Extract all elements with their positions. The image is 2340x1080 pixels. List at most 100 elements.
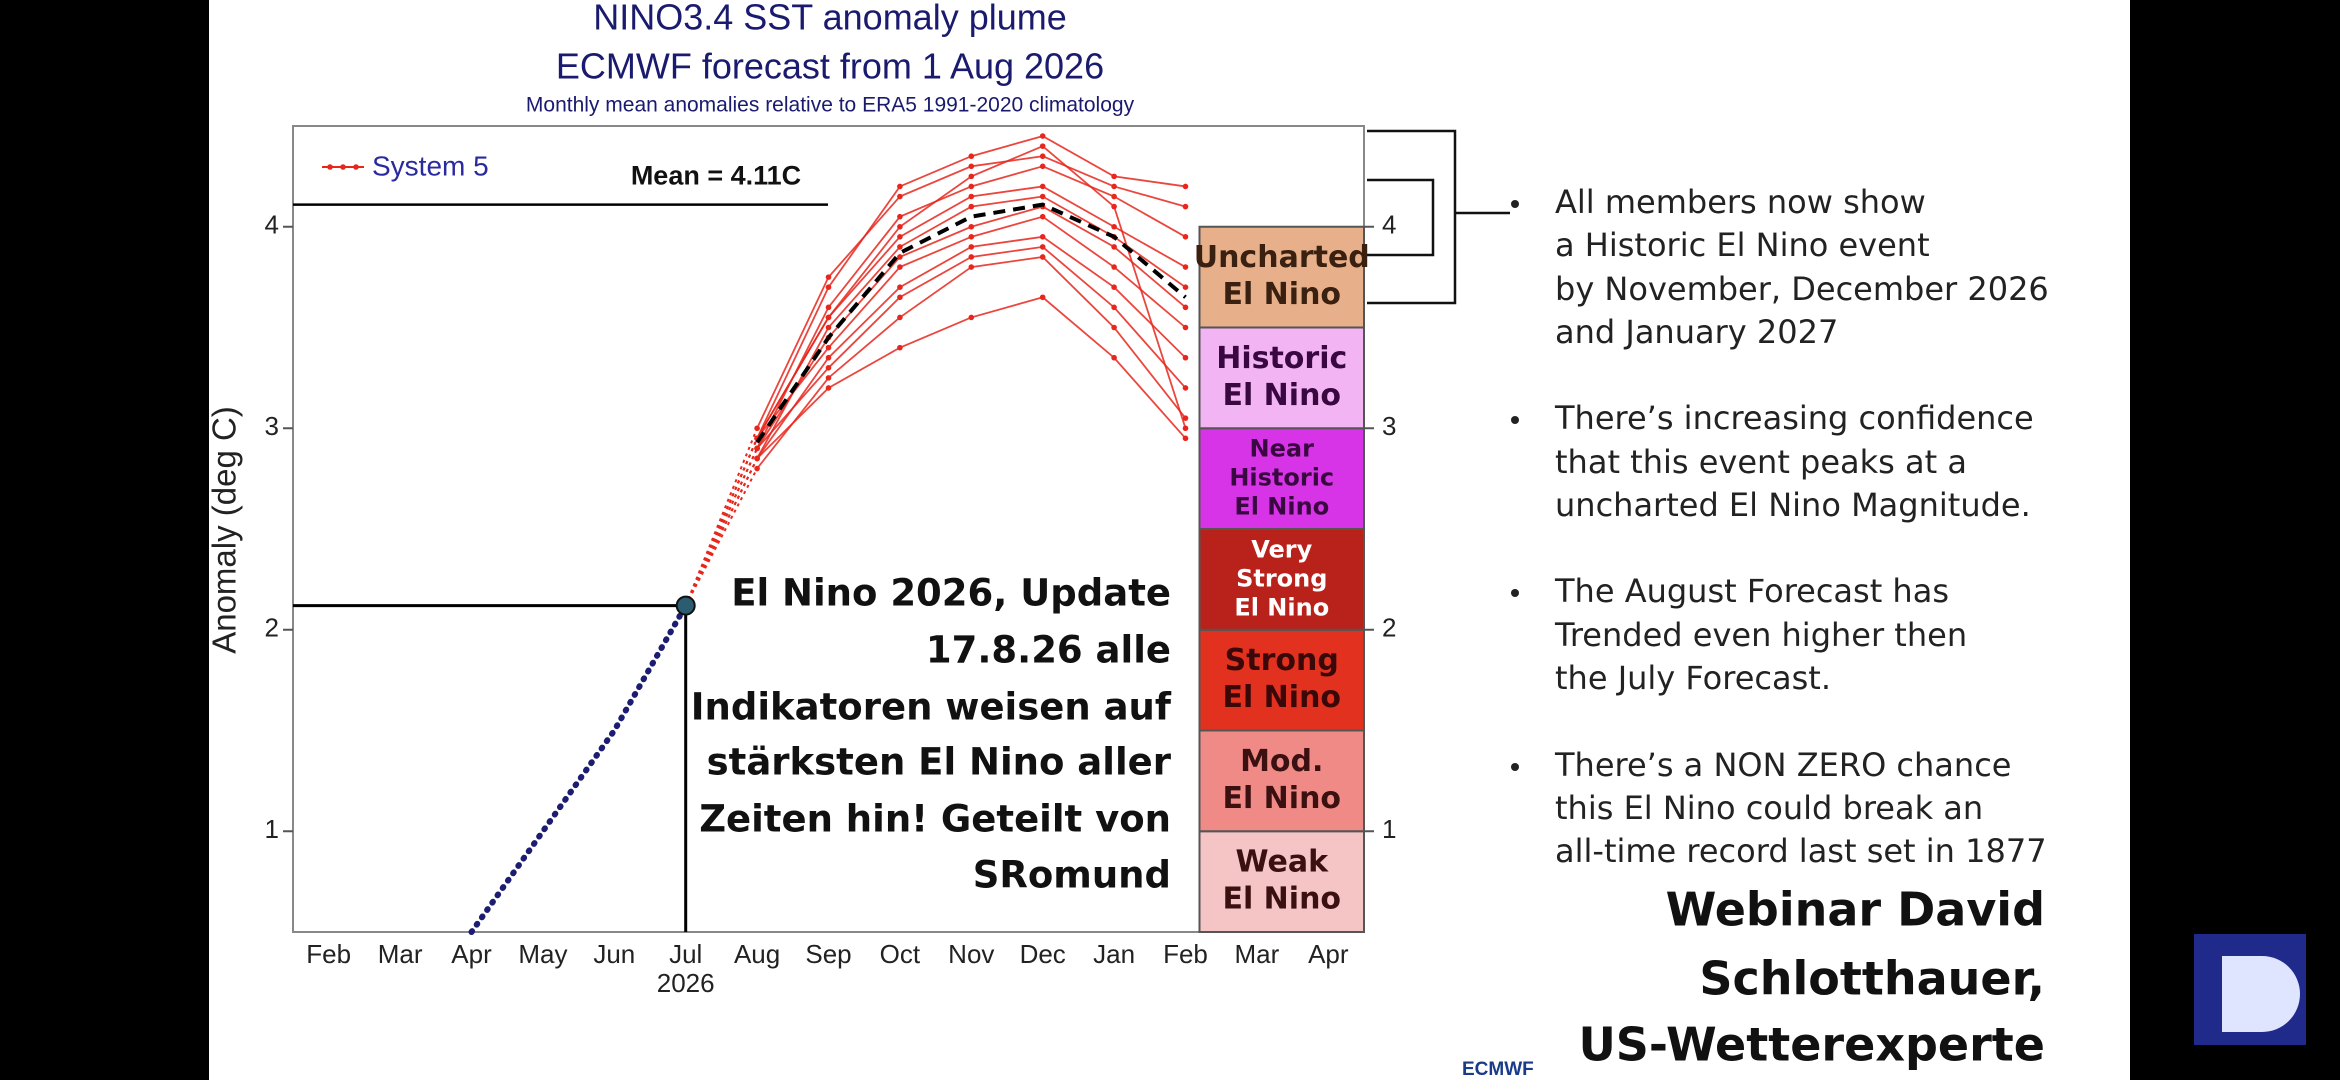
strength-band xyxy=(1198,326,1365,430)
year-label: 2026 xyxy=(657,968,715,998)
bullet-text: and January 2027 xyxy=(1555,313,1838,351)
band-label: El Nino xyxy=(1234,493,1329,521)
band-label: Very xyxy=(1251,535,1312,563)
x-tick-label: Jul xyxy=(669,939,702,969)
overlay-text: Indikatoren weisen auf xyxy=(691,686,1172,729)
member-point xyxy=(1111,244,1117,250)
bullet-text: a Historic El Nino event xyxy=(1555,226,1930,264)
bullet-dot xyxy=(1511,589,1519,597)
member-point xyxy=(897,284,903,291)
member-point xyxy=(1182,435,1189,442)
member-point xyxy=(1039,133,1046,139)
bullet-dot xyxy=(1511,763,1519,771)
member-point xyxy=(897,314,903,321)
member-point xyxy=(897,223,903,230)
webinar-text: Webinar David xyxy=(1666,883,2045,937)
member-point xyxy=(825,324,832,331)
band-label: El Nino xyxy=(1234,593,1329,621)
x-tick-label: Nov xyxy=(948,939,994,969)
x-tick-label: Apr xyxy=(451,939,492,969)
channel-logo-shape xyxy=(2222,956,2300,1032)
member-point xyxy=(897,294,903,301)
x-tick-label: Dec xyxy=(1020,939,1066,969)
member-point xyxy=(825,344,832,351)
band-label: El Nino xyxy=(1222,680,1341,715)
band-label: Uncharted xyxy=(1194,240,1370,275)
bullet-text: The August Forecast has xyxy=(1554,572,1949,610)
member-point xyxy=(1039,143,1046,149)
member-point xyxy=(1111,354,1117,361)
bullet-text: all-time record last set in 1877 xyxy=(1555,832,2047,870)
y2-tick-label: 1 xyxy=(1382,814,1396,844)
member-point xyxy=(968,223,975,230)
member-point xyxy=(1039,294,1046,301)
x-tick-label: Mar xyxy=(1235,939,1280,969)
strength-band xyxy=(1198,427,1365,530)
member-point xyxy=(754,425,760,432)
member-point xyxy=(1182,425,1189,432)
member-point xyxy=(754,445,760,452)
member-point xyxy=(825,385,832,391)
x-tick-label: May xyxy=(518,939,567,969)
mean-label: Mean = 4.11C xyxy=(631,161,801,191)
bullet-text: by November, December 2026 xyxy=(1555,270,2049,308)
y-tick-label: 3 xyxy=(265,411,279,441)
member-point xyxy=(1111,183,1117,190)
member-point xyxy=(968,193,975,200)
observed-point xyxy=(675,595,696,616)
band-label: El Nino xyxy=(1222,882,1341,917)
x-tick-label: Sep xyxy=(805,939,851,969)
member-point xyxy=(1111,173,1117,180)
member-point xyxy=(1039,153,1046,160)
member-point xyxy=(968,153,975,160)
bullet-dot xyxy=(1511,416,1519,424)
bullet-text: There’s increasing confidence xyxy=(1554,399,2034,437)
overlay-text: stärksten El Nino aller xyxy=(707,741,1172,784)
y-tick-label: 4 xyxy=(265,210,279,240)
member-point xyxy=(825,354,832,361)
member-point xyxy=(968,203,975,210)
band-label: El Nino xyxy=(1222,277,1341,312)
member-point xyxy=(1182,234,1189,240)
bullet-text: All members now show xyxy=(1555,183,1926,221)
member-point xyxy=(897,193,903,200)
member-point xyxy=(1182,304,1189,311)
source-logo: ECMWF xyxy=(1462,1059,1534,1080)
member-point xyxy=(1111,193,1117,200)
member-connector xyxy=(684,437,759,606)
legend-swatch-point xyxy=(340,164,346,170)
y2-tick-label: 2 xyxy=(1382,613,1396,643)
member-point xyxy=(968,234,975,240)
bullet-text: uncharted El Nino Magnitude. xyxy=(1555,486,2031,524)
band-label: Mod. xyxy=(1240,744,1323,779)
member-point xyxy=(1111,223,1117,230)
band-label: Strong xyxy=(1236,564,1327,592)
bullet-text: There’s a NON ZERO chance xyxy=(1554,746,2011,784)
bullet-text: this El Nino could break an xyxy=(1555,789,1983,827)
y-tick-label: 1 xyxy=(265,814,279,844)
bullet-text: the July Forecast. xyxy=(1555,659,1831,697)
chart-title: NINO3.4 SST anomaly plume xyxy=(593,0,1067,38)
webinar-text: Schlotthauer, xyxy=(1699,952,2045,1006)
member-point xyxy=(754,455,760,462)
member-point xyxy=(968,244,975,250)
band-label: Near xyxy=(1250,435,1315,463)
chart-title: ECMWF forecast from 1 Aug 2026 xyxy=(556,46,1104,87)
overlay-text: Zeiten hin! Geteilt von xyxy=(699,798,1171,841)
webinar-text: US-Wetterexperte xyxy=(1578,1018,2045,1072)
member-point xyxy=(897,234,903,240)
member-point xyxy=(1039,163,1046,170)
member-point xyxy=(897,213,903,220)
bracket xyxy=(1367,129,1510,305)
band-label: Historic xyxy=(1229,464,1334,492)
member-point xyxy=(1111,324,1117,331)
member-point xyxy=(1111,304,1117,311)
member-point xyxy=(1039,183,1046,190)
mean-forecast-line xyxy=(755,202,1187,444)
band-label: Strong xyxy=(1225,643,1339,678)
band-label: El Nino xyxy=(1222,378,1341,413)
chart-subtitle: Monthly mean anomalies relative to ERA5 … xyxy=(526,94,1135,117)
member-point xyxy=(1182,183,1189,190)
